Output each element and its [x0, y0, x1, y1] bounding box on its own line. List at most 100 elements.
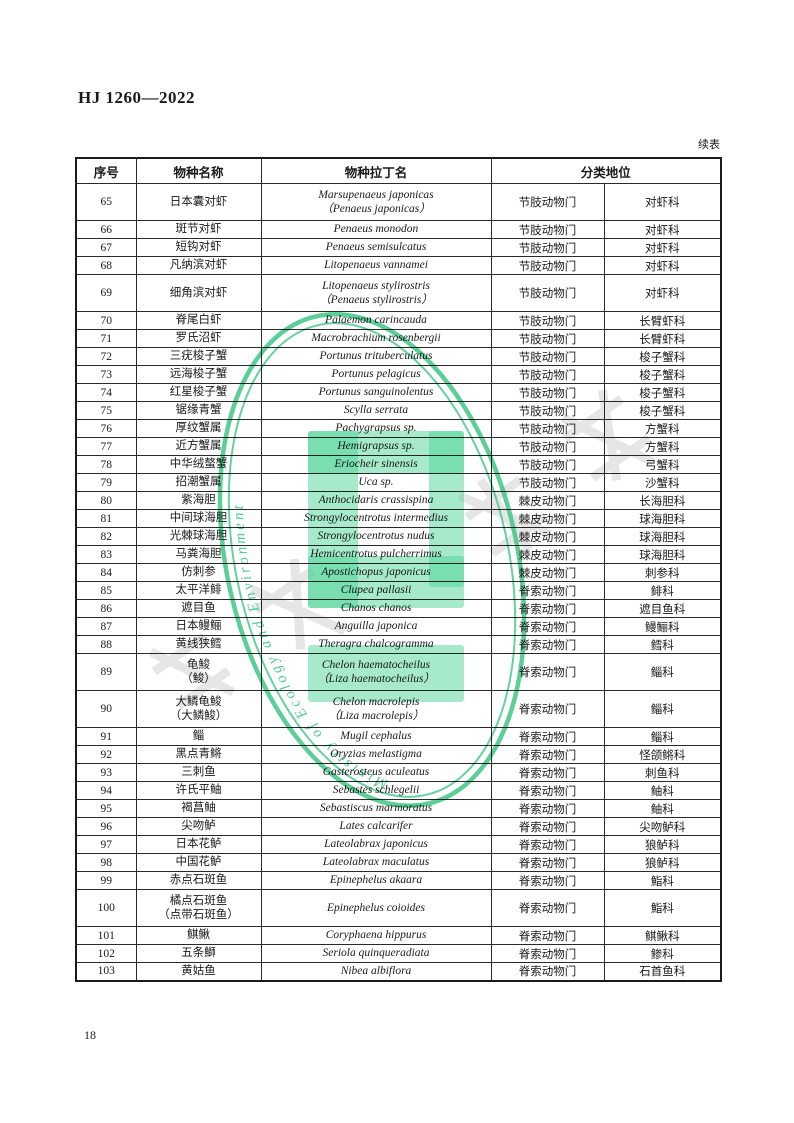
cell-species-name: 中间球海胆 [135, 509, 262, 528]
cell-family: 鲻科 [603, 653, 722, 691]
cell-latin-name: Portunus pelagicus [260, 365, 492, 384]
cell-latin-name: Anguilla japonica [260, 617, 492, 636]
cell-latin-name: Epinephelus coioides [260, 889, 492, 927]
cell-family: 鲯鳅科 [603, 926, 722, 945]
table-row: 85 太平洋鲱 Clupea pallasii 脊索动物门 鲱科 [75, 581, 722, 600]
cell-latin-name: Clupea pallasii [260, 581, 492, 600]
cell-phylum: 节肢动物门 [490, 419, 605, 438]
table-row: 91 鲻 Mugil cephalus 脊索动物门 鲻科 [75, 727, 722, 746]
cell-species-name: 近方蟹属 [135, 437, 262, 456]
cell-species-name: 黄线狭鳕 [135, 635, 262, 654]
cell-phylum: 脊索动物门 [490, 617, 605, 636]
cell-latin-name: Palaemon carincauda [260, 311, 492, 330]
cell-latin-name: Litopenaeus stylirostris （Penaeus styliro… [260, 274, 492, 312]
cell-species-name: 黑点青鳉 [135, 745, 262, 764]
table-row: 69 细角滨对虾 Litopenaeus stylirostris （Penaeu… [75, 274, 722, 312]
table-row: 90 大鳞龟鮻 （大鳞鮻） Chelon macrolepis （Liza macr… [75, 690, 722, 728]
cell-phylum: 脊索动物门 [490, 745, 605, 764]
cell-family: 梭子蟹科 [603, 383, 722, 402]
cell-family: 球海胆科 [603, 527, 722, 546]
cell-family: 球海胆科 [603, 509, 722, 528]
table-row: 86 遮目鱼 Chanos chanos 脊索动物门 遮目鱼科 [75, 599, 722, 618]
table-row: 95 褐菖鲉 Sebastiscus marmoratus 脊索动物门 鲉科 [75, 799, 722, 818]
cell-phylum: 脊索动物门 [490, 889, 605, 927]
cell-phylum: 节肢动物门 [490, 365, 605, 384]
table-row: 68 凡纳滨对虾 Litopenaeus vannamei 节肢动物门 对虾科 [75, 256, 722, 275]
cell-latin-name: Seriola quinqueradiata [260, 944, 492, 963]
doc-code: HJ 1260—2022 [78, 88, 195, 107]
cell-species-name: 三疣梭子蟹 [135, 347, 262, 366]
table-row: 101 鲯鳅 Coryphaena hippurus 脊索动物门 鲯鳅科 [75, 926, 722, 945]
cell-phylum: 脊索动物门 [490, 653, 605, 691]
cell-family: 对虾科 [603, 183, 722, 221]
cell-latin-name: Portunus trituberculatus [260, 347, 492, 366]
table-row: 83 马粪海胆 Hemicentrotus pulcherrimus 棘皮动物门… [75, 545, 722, 564]
cell-family: 对虾科 [603, 238, 722, 257]
cell-phylum: 棘皮动物门 [490, 509, 605, 528]
table-row: 98 中国花鲈 Lateolabrax maculatus 脊索动物门 狼鲈科 [75, 853, 722, 872]
cell-family: 鲉科 [603, 799, 722, 818]
cell-family: 梭子蟹科 [603, 347, 722, 366]
cell-family: 对虾科 [603, 274, 722, 312]
cell-phylum: 棘皮动物门 [490, 527, 605, 546]
cell-no: 81 [75, 509, 137, 528]
cell-latin-name: Litopenaeus vannamei [260, 256, 492, 275]
table-row: 66 斑节对虾 Penaeus monodon 节肢动物门 对虾科 [75, 220, 722, 239]
cell-species-name: 日本囊对虾 [135, 183, 262, 221]
cell-phylum: 棘皮动物门 [490, 563, 605, 582]
cell-species-name: 日本花鲈 [135, 835, 262, 854]
cell-family: 方蟹科 [603, 419, 722, 438]
header-taxonomy: 分类地位 [490, 157, 722, 184]
cell-family: 鲱科 [603, 581, 722, 600]
table-row: 72 三疣梭子蟹 Portunus trituberculatus 节肢动物门 … [75, 347, 722, 366]
cell-species-name: 许氏平鲉 [135, 781, 262, 800]
table-row: 102 五条鰤 Seriola quinqueradiata 脊索动物门 鲹科 [75, 944, 722, 963]
cell-family: 鲉科 [603, 781, 722, 800]
cell-no: 90 [75, 690, 137, 728]
cell-no: 88 [75, 635, 137, 654]
cell-family: 遮目鱼科 [603, 599, 722, 618]
cell-no: 97 [75, 835, 137, 854]
cell-latin-name: Lates calcarifer [260, 817, 492, 836]
cell-no: 73 [75, 365, 137, 384]
cell-species-name: 大鳞龟鮻 （大鳞鮻） [135, 690, 262, 728]
cell-family: 鮨科 [603, 889, 722, 927]
cell-no: 95 [75, 799, 137, 818]
table-header-row: 序号 物种名称 物种拉丁名 分类地位 [75, 157, 722, 184]
cell-phylum: 节肢动物门 [490, 473, 605, 492]
cell-species-name: 中华绒螯蟹 [135, 455, 262, 474]
table-row: 82 光棘球海胆 Strongylocentrotus nudus 棘皮动物门 … [75, 527, 722, 546]
cell-latin-name: Mugil cephalus [260, 727, 492, 746]
cell-phylum: 棘皮动物门 [490, 545, 605, 564]
cell-latin-name: Epinephelus akaara [260, 871, 492, 890]
cell-latin-name: Hemicentrotus pulcherrimus [260, 545, 492, 564]
cell-latin-name: Lateolabrax maculatus [260, 853, 492, 872]
table-row: 73 远海梭子蟹 Portunus pelagicus 节肢动物门 梭子蟹科 [75, 365, 722, 384]
cell-species-name: 鲻 [135, 727, 262, 746]
cell-no: 102 [75, 944, 137, 963]
table-row: 65 日本囊对虾 Marsupenaeus japonicas （Penaeus … [75, 183, 722, 221]
cell-species-name: 罗氏沼虾 [135, 329, 262, 348]
cell-phylum: 脊索动物门 [490, 871, 605, 890]
cell-latin-name: Anthocidaris crassispina [260, 491, 492, 510]
table-row: 76 厚纹蟹属 Pachygrapsus sp. 节肢动物门 方蟹科 [75, 419, 722, 438]
header-species-name: 物种名称 [135, 157, 262, 184]
species-table: 序号 物种名称 物种拉丁名 分类地位 65 日本囊对虾 Marsupenaeus… [75, 157, 723, 982]
cell-phylum: 脊索动物门 [490, 599, 605, 618]
cell-no: 98 [75, 853, 137, 872]
cell-phylum: 节肢动物门 [490, 347, 605, 366]
cell-family: 鳗鲡科 [603, 617, 722, 636]
cell-species-name: 遮目鱼 [135, 599, 262, 618]
cell-latin-name: Chelon haematocheilus （Liza haematocheilu… [260, 653, 492, 691]
cell-family: 怪颌鳉科 [603, 745, 722, 764]
cell-no: 67 [75, 238, 137, 257]
cell-phylum: 脊索动物门 [490, 581, 605, 600]
cell-no: 75 [75, 401, 137, 420]
cell-family: 尖吻鲈科 [603, 817, 722, 836]
table-row: 81 中间球海胆 Strongylocentrotus intermedius … [75, 509, 722, 528]
cell-family: 对虾科 [603, 256, 722, 275]
cell-species-name: 五条鰤 [135, 944, 262, 963]
cell-latin-name: Sebastiscus marmoratus [260, 799, 492, 818]
cell-species-name: 细角滨对虾 [135, 274, 262, 312]
table-row: 92 黑点青鳉 Oryzias melastigma 脊索动物门 怪颌鳉科 [75, 745, 722, 764]
